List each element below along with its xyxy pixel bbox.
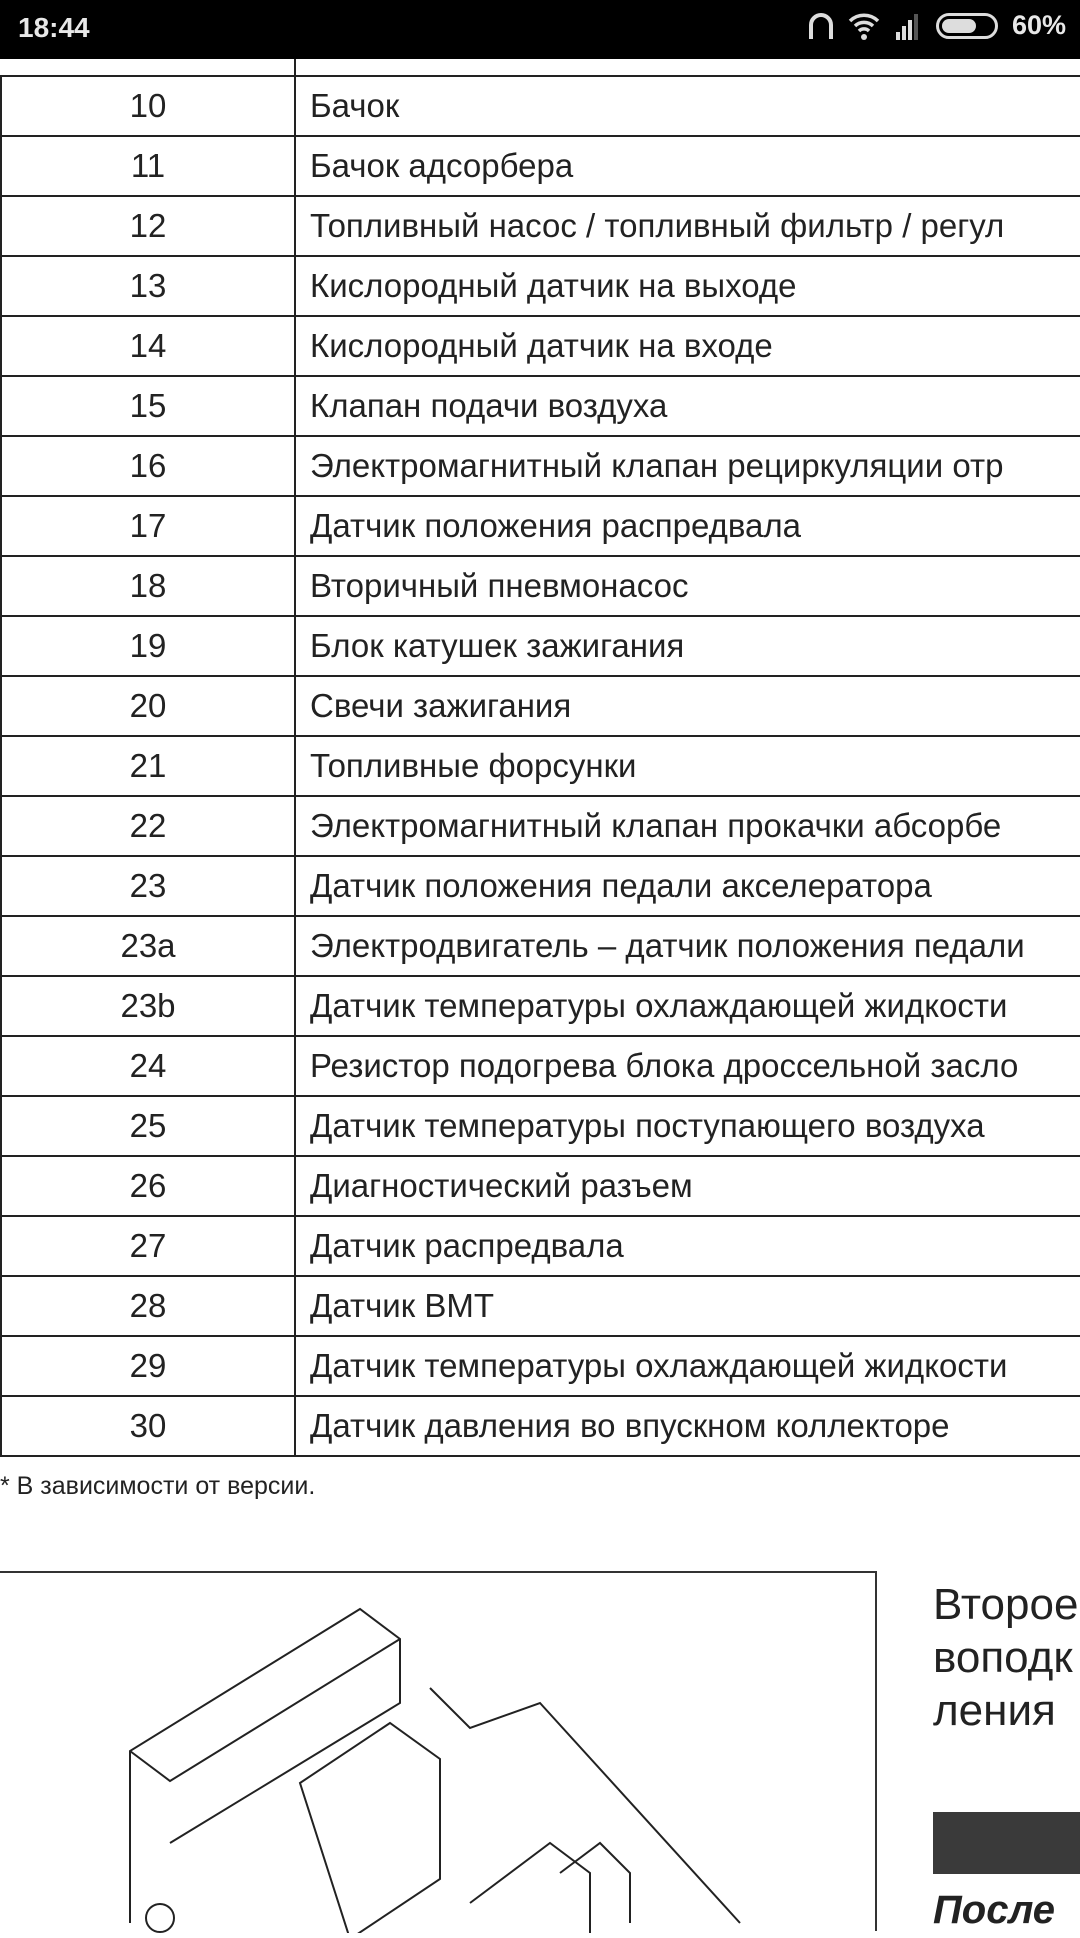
row-description: Клапан подачи воздуха — [310, 387, 668, 424]
row-description: Электромагнитный клапан рециркуляции отр — [310, 447, 1004, 484]
row-description: Бачок адсорбера — [310, 147, 574, 184]
row-number: 15 — [0, 377, 296, 435]
table-row: 15 Клапан подачи воздуха — [0, 377, 1080, 437]
table-row: 23b Датчик температуры охлаждающей жидкос… — [0, 977, 1080, 1037]
row-number: 23a — [0, 917, 296, 975]
row-number: 17 — [0, 497, 296, 555]
row-description: Кислородный датчик на выходе — [310, 267, 797, 304]
row-description: Датчик температуры поступающего воздуха — [310, 1107, 985, 1144]
row-number: 30 — [0, 1397, 296, 1455]
diagram-figure — [0, 1571, 877, 1938]
side-text: Второе воподк ления — [933, 1578, 1078, 1737]
side-text-line: воподк — [933, 1633, 1073, 1682]
table-row: 10 Бачок — [0, 77, 1080, 137]
row-description: Датчик положения распредвала — [310, 507, 801, 544]
row-number: 23 — [0, 857, 296, 915]
row-description: Датчик температуры охлаждающей жидкости — [310, 987, 1008, 1024]
battery-percent: 60% — [1011, 10, 1066, 40]
table-row: 14 Кислородный датчик на входе — [0, 317, 1080, 377]
table-row: 30 Датчик давления во впускном коллекторе — [0, 1397, 1080, 1457]
row-description: Электромагнитный клапан прокачки абсорбе — [310, 807, 1002, 844]
table-row: 11 Бачок адсорбера — [0, 137, 1080, 197]
previous-row-fragment — [0, 59, 1080, 75]
table-row: 20 Свечи зажигания — [0, 677, 1080, 737]
row-description: Датчик положения педали акселератора — [310, 867, 932, 904]
table-row: 18 Вторичный пневмонасос — [0, 557, 1080, 617]
row-description: Резистор подогрева блока дроссельной зас… — [310, 1047, 1019, 1084]
table-row: 22 Электромагнитный клапан прокачки абсор… — [0, 797, 1080, 857]
row-number: 27 — [0, 1217, 296, 1275]
signal-icon — [895, 13, 918, 40]
row-description: Топливные форсунки — [310, 747, 637, 784]
status-bar: 18:44 60% — [0, 0, 1080, 59]
row-number: 13 — [0, 257, 296, 315]
dark-block — [933, 1812, 1080, 1874]
parts-table: 10 Бачок 11 Бачок адсорбера 12 Топливный насо… — [0, 75, 1080, 1457]
table-row: 16 Электромагнитный клапан рециркуляции о… — [0, 437, 1080, 497]
row-number: 11 — [0, 137, 296, 195]
row-number: 10 — [0, 77, 296, 135]
row-description: Датчик распредвала — [310, 1227, 624, 1264]
row-number: 29 — [0, 1337, 296, 1395]
table-row: 13 Кислородный датчик на выходе — [0, 257, 1080, 317]
table-row: 24 Резистор подогрева блока дроссельной з… — [0, 1037, 1080, 1097]
side-text-line: Второе — [933, 1580, 1079, 1629]
row-number: 25 — [0, 1097, 296, 1155]
fuse-box-drawing — [129, 1607, 741, 1938]
row-description: Электродвигатель – датчик положения педа… — [310, 927, 1025, 964]
row-number: 24 — [0, 1037, 296, 1095]
row-description: Датчик ВМТ — [310, 1287, 494, 1324]
row-description: Кислородный датчик на входе — [310, 327, 773, 364]
row-number: 28 — [0, 1277, 296, 1335]
row-number: 23b — [0, 977, 296, 1035]
row-number: 16 — [0, 437, 296, 495]
table-row: 19 Блок катушек зажигания — [0, 617, 1080, 677]
row-description: Датчик давления во впускном коллекторе — [310, 1407, 950, 1444]
table-row: 21 Топливные форсунки — [0, 737, 1080, 797]
table-row: 27 Датчик распредвала — [0, 1217, 1080, 1277]
row-description: Вторичный пневмонасос — [310, 567, 689, 604]
row-number: 21 — [0, 737, 296, 795]
row-description: Бачок — [310, 87, 400, 124]
row-number: 14 — [0, 317, 296, 375]
wifi-icon — [848, 13, 880, 40]
row-number: 22 — [0, 797, 296, 855]
section-heading: После — [933, 1888, 1056, 1932]
table-row: 12 Топливный насос / топливный фильтр / р… — [0, 197, 1080, 257]
table-row: 28 Датчик ВМТ — [0, 1277, 1080, 1337]
table-row: 26 Диагностический разъем — [0, 1157, 1080, 1217]
row-description: Диагностический разъем — [310, 1167, 693, 1204]
row-number: 19 — [0, 617, 296, 675]
clock: 18:44 — [18, 12, 90, 43]
row-description: Свечи зажигания — [310, 687, 572, 724]
table-row: 23a Электродвигатель – датчик положения п… — [0, 917, 1080, 977]
row-number: 20 — [0, 677, 296, 735]
table-row: 29 Датчик температуры охлаждающей жидкост… — [0, 1337, 1080, 1397]
table-row: 17 Датчик положения распредвала — [0, 497, 1080, 557]
row-description: Датчик температуры охлаждающей жидкости — [310, 1347, 1008, 1384]
table-row: 25 Датчик температуры поступающего воздух… — [0, 1097, 1080, 1157]
battery-icon — [935, 12, 998, 39]
row-number: 18 — [0, 557, 296, 615]
headphones-icon — [808, 12, 833, 39]
row-description: Блок катушек зажигания — [310, 627, 685, 664]
row-number: 12 — [0, 197, 296, 255]
row-description: Топливный насос / топливный фильтр / рег… — [310, 207, 1005, 244]
table-row: 23 Датчик положения педали акселератора — [0, 857, 1080, 917]
side-text-line: ления — [933, 1686, 1056, 1735]
row-number: 26 — [0, 1157, 296, 1215]
footnote: * В зависимости от версии. — [0, 1472, 316, 1500]
